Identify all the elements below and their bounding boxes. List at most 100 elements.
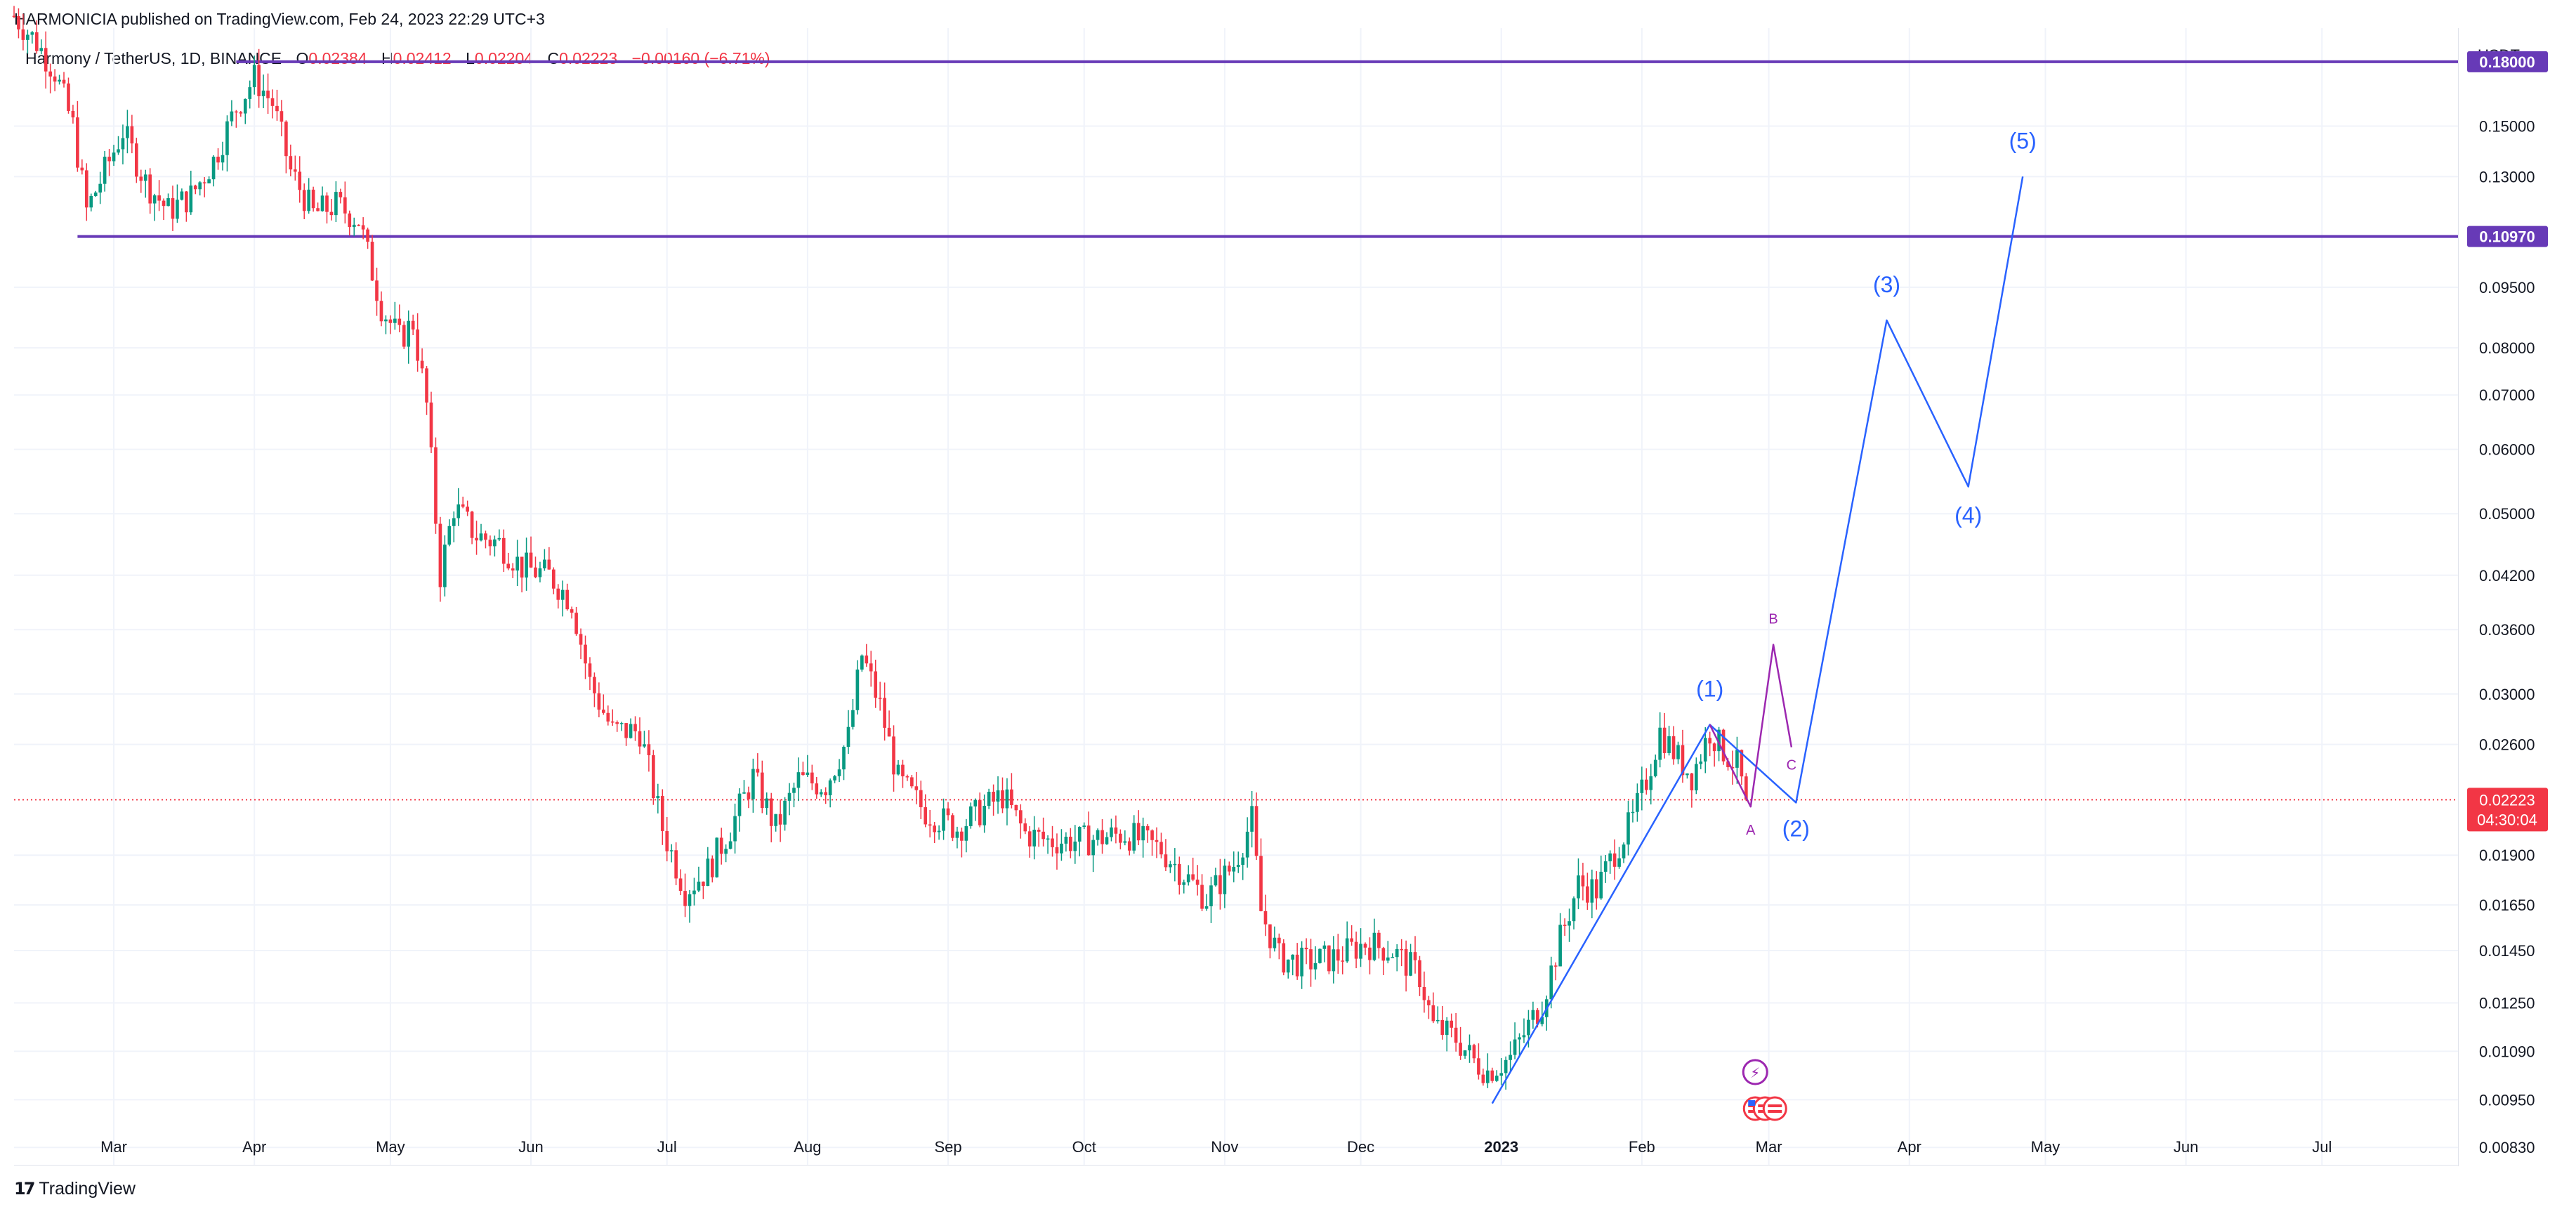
candle-body	[126, 126, 129, 138]
candle-body	[134, 143, 138, 177]
candle-body	[1313, 962, 1317, 970]
candle-body	[629, 724, 633, 738]
candle-body	[584, 644, 587, 664]
candle-body	[1690, 773, 1694, 790]
candle-body	[1549, 965, 1553, 1000]
price-tick-label: 0.15000	[2479, 117, 2535, 135]
candle-body	[543, 559, 546, 568]
candle-body	[1372, 932, 1376, 960]
candle-body	[366, 229, 369, 242]
candle-body	[1472, 1045, 1476, 1059]
price-tick-label: 0.03000	[2479, 686, 2535, 703]
candle-body	[992, 791, 995, 802]
time-tick-label: 2023	[1484, 1138, 1518, 1156]
candle-body	[488, 540, 492, 547]
candle-body	[1082, 825, 1086, 827]
candle-body	[402, 325, 406, 347]
candle-body	[1060, 843, 1063, 854]
candle-body	[1413, 952, 1417, 960]
candle-body	[660, 796, 664, 831]
candle-body	[1368, 947, 1372, 960]
candle-body	[697, 881, 701, 891]
candle-body	[828, 780, 832, 795]
time-tick-label: Mar	[100, 1138, 127, 1156]
candle-body	[1077, 826, 1082, 842]
candle-body	[162, 200, 166, 207]
candle-body	[71, 110, 75, 118]
candle-body	[1191, 874, 1195, 880]
candle-body	[1490, 1070, 1494, 1081]
candle-body	[1173, 863, 1177, 866]
candle-body	[171, 198, 175, 219]
elliott-wave-path	[1491, 176, 2024, 1104]
candle-body	[669, 850, 673, 851]
candle-body	[501, 537, 506, 564]
candle-body	[593, 677, 596, 693]
candle-body	[1123, 841, 1127, 843]
price-tick-label: 0.00950	[2479, 1091, 2535, 1109]
candle-body	[1553, 965, 1558, 967]
candle-body	[619, 723, 624, 724]
candle-body	[656, 796, 660, 798]
tradingview-mark-icon: 𝟭𝟳	[14, 1180, 35, 1199]
economic-event-flag-icon[interactable]	[1762, 1096, 1787, 1121]
candle-body	[1712, 743, 1716, 752]
candle-body	[325, 195, 329, 212]
candle-body	[647, 744, 651, 755]
candle-body	[919, 790, 923, 807]
candle-body	[139, 176, 143, 181]
candle-body	[987, 791, 991, 806]
time-tick-label: Nov	[1211, 1138, 1238, 1156]
candle-body	[1186, 874, 1190, 882]
candle-body	[48, 71, 52, 77]
candle-body	[1631, 811, 1635, 814]
candle-body	[416, 329, 419, 361]
candle-body	[1250, 806, 1254, 832]
candle-body	[1005, 789, 1009, 809]
symbol-name[interactable]: Harmony / TetherUS, 1D, BINANCE	[25, 49, 282, 67]
candle-body	[742, 792, 746, 794]
candle-body	[597, 693, 601, 710]
candle-body	[484, 533, 487, 540]
time-tick-label: Jun	[518, 1138, 543, 1156]
candle-body	[515, 556, 519, 571]
lightning-event-icon[interactable]	[1742, 1059, 1768, 1085]
candle-body	[1159, 842, 1163, 855]
candle-body	[837, 769, 841, 776]
candle-body	[560, 589, 565, 600]
candle-body	[357, 224, 361, 226]
candle-body	[176, 200, 179, 219]
candle-body	[865, 655, 869, 664]
candle-body	[425, 368, 428, 403]
abc-wave-label: A	[1746, 823, 1756, 838]
candle-body	[824, 792, 828, 795]
candle-body	[44, 48, 48, 72]
candle-body	[910, 777, 914, 787]
candle-body	[235, 111, 238, 113]
candle-body	[148, 174, 152, 204]
candle-body	[180, 191, 184, 200]
candle-body	[493, 539, 497, 547]
candle-body	[1681, 745, 1685, 776]
candle-body	[420, 360, 424, 369]
candle-body	[1100, 830, 1104, 844]
candle-body	[1286, 959, 1290, 973]
candle-body	[1581, 875, 1585, 887]
candle-body	[34, 32, 39, 51]
candle-body	[964, 825, 968, 841]
candle-body	[787, 792, 791, 801]
high-value: 0.02412	[393, 49, 452, 67]
candle-body	[983, 805, 986, 825]
candle-body	[143, 174, 147, 181]
candle-body	[1513, 1039, 1517, 1055]
level-price-label: 0.18000	[2479, 53, 2535, 71]
candle-body	[1644, 779, 1648, 790]
candle-body	[1486, 1070, 1490, 1083]
candle-body	[1318, 948, 1322, 963]
tradingview-logo[interactable]: 𝟭𝟳 TradingView	[14, 1179, 136, 1199]
candle-body	[1209, 885, 1213, 906]
tradingview-logo-text: TradingView	[39, 1179, 136, 1199]
candle-body	[12, 15, 16, 18]
candle-body	[1435, 1019, 1440, 1022]
